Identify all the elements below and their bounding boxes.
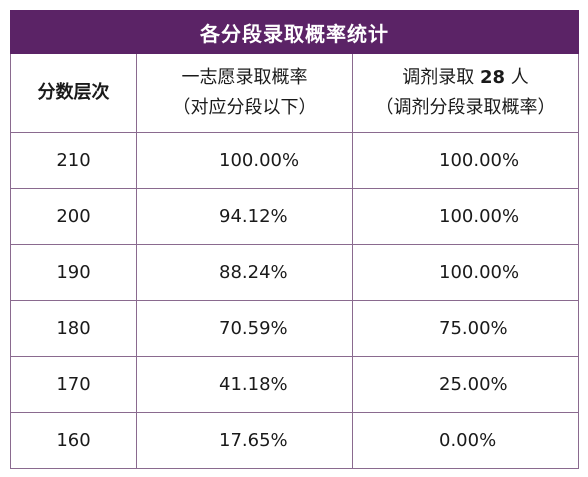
table-row: 190 88.24% 100.00% xyxy=(10,244,580,301)
table-row: 180 70.59% 75.00% xyxy=(10,300,580,357)
table-row: 200 94.12% 100.00% xyxy=(10,188,580,245)
cell-score-level: 210 xyxy=(10,132,137,189)
admission-probability-table: 各分段录取概率统计 分数层次 一志愿录取概率 （对应分段以下） 调剂录取 28 … xyxy=(9,10,580,469)
cell-score-level: 160 xyxy=(10,412,137,469)
cell-first-choice-rate: 41.18% xyxy=(136,356,353,413)
admission-probability-table-container: 各分段录取概率统计 分数层次 一志愿录取概率 （对应分段以下） 调剂录取 28 … xyxy=(9,10,580,469)
header-first-choice-line2: （对应分段以下） xyxy=(172,97,317,118)
cell-first-choice-rate: 70.59% xyxy=(136,300,353,357)
table-row: 210 100.00% 100.00% xyxy=(10,132,580,189)
cell-adjusted-rate: 0.00% xyxy=(351,412,580,469)
header-score-level: 分数层次 xyxy=(10,53,137,133)
cell-first-choice-rate: 94.12% xyxy=(136,188,353,245)
cell-adjusted-rate: 100.00% xyxy=(351,132,580,189)
cell-score-level: 200 xyxy=(10,188,137,245)
cell-score-level: 180 xyxy=(10,300,137,357)
header-row: 分数层次 一志愿录取概率 （对应分段以下） 调剂录取 28 人 （调剂分段录取概… xyxy=(10,53,580,133)
table-row: 160 17.65% 0.00% xyxy=(10,412,580,469)
cell-adjusted-rate: 100.00% xyxy=(351,244,580,301)
cell-first-choice-rate: 88.24% xyxy=(136,244,353,301)
cell-adjusted-rate: 75.00% xyxy=(351,300,580,357)
cell-first-choice-rate: 100.00% xyxy=(136,132,353,189)
cell-first-choice-rate: 17.65% xyxy=(136,412,353,469)
header-adjusted-prefix: 调剂录取 xyxy=(402,67,480,88)
cell-score-level: 170 xyxy=(10,356,137,413)
table-title: 各分段录取概率统计 xyxy=(9,10,580,54)
header-adjusted-line2: （调剂分段录取概率） xyxy=(375,97,556,118)
cell-adjusted-rate: 100.00% xyxy=(351,188,580,245)
header-adjusted-suffix: 人 xyxy=(505,67,529,88)
table-row: 170 41.18% 25.00% xyxy=(10,356,580,413)
header-first-choice-rate: 一志愿录取概率 （对应分段以下） xyxy=(136,53,353,133)
header-adjusted-count: 28 xyxy=(479,67,506,88)
header-adjusted-line1: 调剂录取 28 人 xyxy=(353,63,578,93)
cell-adjusted-rate: 25.00% xyxy=(351,356,580,413)
cell-score-level: 190 xyxy=(10,244,137,301)
header-first-choice-line1: 一志愿录取概率 xyxy=(181,67,308,88)
header-adjusted-rate: 调剂录取 28 人 （调剂分段录取概率） xyxy=(351,53,580,133)
